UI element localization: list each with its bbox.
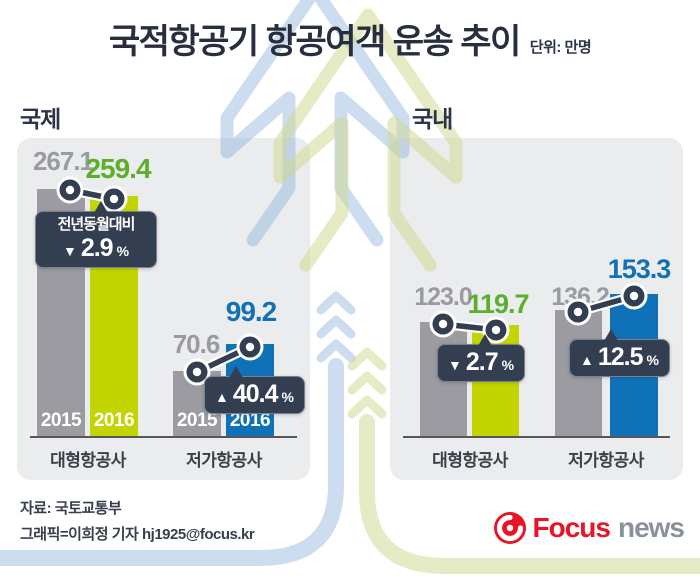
value-label: 267.1 — [32, 146, 94, 176]
value-label: 259.4 — [85, 153, 151, 184]
value-label: 119.7 — [467, 289, 529, 319]
badge-label: 전년동월대비 — [57, 216, 136, 233]
section-title-international: 국제 — [20, 106, 61, 132]
x-axis-international — [30, 436, 297, 438]
category-label: 대형항공사 — [50, 451, 126, 470]
change-badge-intl-lowcost: ▲ 40.4 % — [204, 366, 305, 414]
logo-word-news: news — [617, 512, 685, 543]
value-label: 123.0 — [414, 283, 473, 311]
category-label: 대형항공사 — [432, 451, 508, 470]
unit-label: 단위: 만명 — [529, 39, 592, 56]
logo-word-focus: Focus — [532, 512, 611, 543]
page-title: 국적항공기 항공여객 운송 추이 — [108, 23, 521, 61]
x-axis-domestic — [403, 436, 670, 438]
change-badge-dom-lowcost: ▲ 12.5 % — [569, 329, 670, 377]
change-badge-dom-large: ▼ 2.7 % — [437, 334, 526, 382]
up-arrow-icon: ▲ — [215, 389, 229, 405]
year-label: 2015 — [40, 410, 82, 431]
header: 국적항공기 항공여객 운송 추이 단위: 만명 — [0, 20, 700, 64]
source-text: 자료: 국토교통부 — [20, 500, 122, 517]
value-label: 99.2 — [225, 296, 278, 327]
category-label: 저가항공사 — [568, 451, 644, 470]
focusnews-swirl-icon — [493, 512, 526, 544]
change-badge-intl-large: 전년동월대비 ▼ 2.9 % — [35, 201, 157, 268]
year-label: 2016 — [93, 410, 135, 431]
value-label: 153.3 — [607, 254, 672, 284]
section-title-domestic: 국내 — [412, 106, 453, 132]
down-arrow-icon: ▼ — [62, 243, 77, 259]
up-arrow-icon: ▲ — [580, 352, 594, 368]
value-label: 70.6 — [172, 329, 221, 359]
footer: 자료: 국토교통부 그래픽=이희정 기자 hj1925@focus.kr — [20, 496, 255, 548]
category-label: 저가항공사 — [186, 451, 262, 470]
credit-text: 그래픽=이희정 기자 hj1925@focus.kr — [20, 526, 255, 543]
value-label: 136.2 — [551, 283, 610, 311]
down-arrow-icon: ▼ — [448, 357, 462, 373]
year-label: 2016 — [229, 410, 271, 431]
year-label: 2015 — [176, 410, 218, 431]
focusnews-logo: Focus news — [493, 511, 685, 545]
